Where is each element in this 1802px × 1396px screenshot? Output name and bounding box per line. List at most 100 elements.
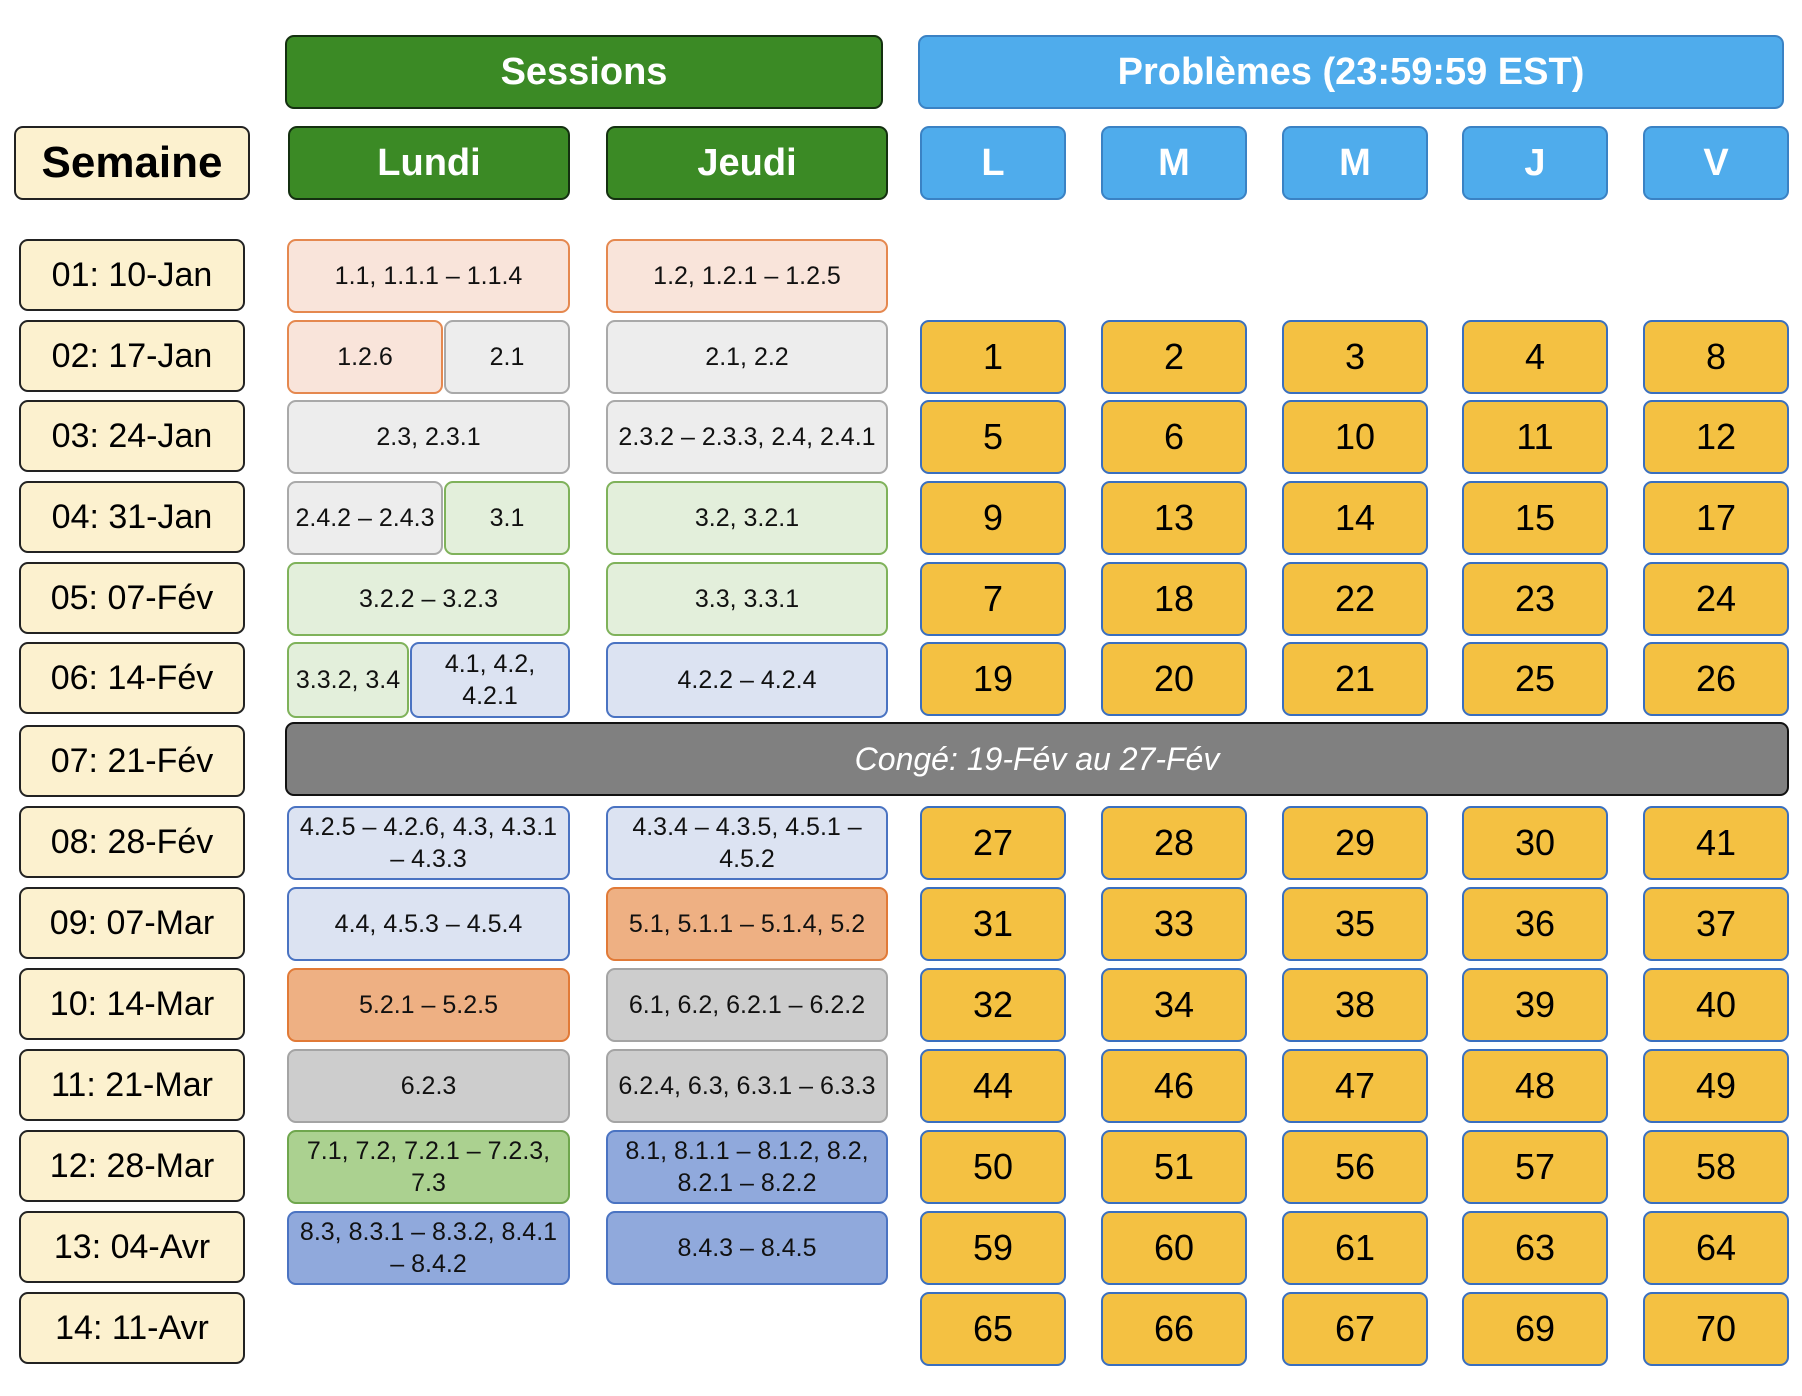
problem-cell: 26	[1643, 642, 1789, 716]
session-cell: 3.1	[444, 481, 570, 555]
problem-cell: 32	[920, 968, 1066, 1042]
week-label: 13: 04-Avr	[19, 1211, 245, 1283]
session-cell: 8.4.3 – 8.4.5	[606, 1211, 888, 1285]
problem-cell: 12	[1643, 400, 1789, 474]
week-label: 02: 17-Jan	[19, 320, 245, 392]
problem-cell: 69	[1462, 1292, 1608, 1366]
problem-cell: 48	[1462, 1049, 1608, 1123]
session-cell: 1.1, 1.1.1 – 1.1.4	[287, 239, 570, 313]
problem-cell: 14	[1282, 481, 1428, 555]
problem-cell: 11	[1462, 400, 1608, 474]
session-cell: 4.1, 4.2, 4.2.1	[410, 642, 570, 718]
problem-cell: 31	[920, 887, 1066, 961]
problem-cell: 58	[1643, 1130, 1789, 1204]
session-cell: 5.2.1 – 5.2.5	[287, 968, 570, 1042]
session-cell: 6.2.3	[287, 1049, 570, 1123]
problems-group-header: Problèmes (23:59:59 EST)	[918, 35, 1784, 109]
session-cell: 3.2, 3.2.1	[606, 481, 888, 555]
week-label: 12: 28-Mar	[19, 1130, 245, 1202]
problem-cell: 61	[1282, 1211, 1428, 1285]
week-label: 03: 24-Jan	[19, 400, 245, 472]
week-label: 09: 07-Mar	[19, 887, 245, 959]
problem-cell: 25	[1462, 642, 1608, 716]
session-cell: 2.4.2 – 2.4.3	[287, 481, 443, 555]
problem-cell: 33	[1101, 887, 1247, 961]
session-cell: 2.1	[444, 320, 570, 394]
problem-cell: 17	[1643, 481, 1789, 555]
problem-cell: 49	[1643, 1049, 1789, 1123]
problem-cell: 18	[1101, 562, 1247, 636]
problem-cell: 67	[1282, 1292, 1428, 1366]
week-label: 04: 31-Jan	[19, 481, 245, 553]
problem-cell: 50	[920, 1130, 1066, 1204]
problem-day-header-v: V	[1643, 126, 1789, 200]
session-cell: 8.3, 8.3.1 – 8.3.2, 8.4.1 – 8.4.2	[287, 1211, 570, 1285]
problem-cell: 60	[1101, 1211, 1247, 1285]
session-cell: 7.1, 7.2, 7.2.1 – 7.2.3, 7.3	[287, 1130, 570, 1204]
problem-cell: 21	[1282, 642, 1428, 716]
problem-cell: 9	[920, 481, 1066, 555]
session-cell: 3.3.2, 3.4	[287, 642, 409, 718]
session-cell: 5.1, 5.1.1 – 5.1.4, 5.2	[606, 887, 888, 961]
problem-cell: 22	[1282, 562, 1428, 636]
week-column-header: Semaine	[14, 126, 250, 200]
problem-cell: 38	[1282, 968, 1428, 1042]
problem-cell: 24	[1643, 562, 1789, 636]
problem-cell: 15	[1462, 481, 1608, 555]
problem-cell: 19	[920, 642, 1066, 716]
problem-cell: 63	[1462, 1211, 1608, 1285]
problem-day-header-j: J	[1462, 126, 1608, 200]
session-cell: 4.2.2 – 4.2.4	[606, 642, 888, 718]
problem-cell: 28	[1101, 806, 1247, 880]
problem-cell: 29	[1282, 806, 1428, 880]
session-cell: 6.2.4, 6.3, 6.3.1 – 6.3.3	[606, 1049, 888, 1123]
week-label: 07: 21-Fév	[19, 725, 245, 797]
problem-cell: 7	[920, 562, 1066, 636]
day-header-lundi: Lundi	[288, 126, 570, 200]
problem-cell: 6	[1101, 400, 1247, 474]
problem-cell: 4	[1462, 320, 1608, 394]
session-cell: 1.2, 1.2.1 – 1.2.5	[606, 239, 888, 313]
problem-cell: 8	[1643, 320, 1789, 394]
week-label: 05: 07-Fév	[19, 562, 245, 634]
session-cell: 4.2.5 – 4.2.6, 4.3, 4.3.1 – 4.3.3	[287, 806, 570, 880]
week-label: 06: 14-Fév	[19, 642, 245, 714]
sessions-group-header: Sessions	[285, 35, 883, 109]
session-cell: 3.3, 3.3.1	[606, 562, 888, 636]
problem-cell: 20	[1101, 642, 1247, 716]
problem-cell: 1	[920, 320, 1066, 394]
problem-cell: 64	[1643, 1211, 1789, 1285]
problem-cell: 5	[920, 400, 1066, 474]
problem-cell: 47	[1282, 1049, 1428, 1123]
session-cell: 2.3.2 – 2.3.3, 2.4, 2.4.1	[606, 400, 888, 474]
session-cell: 2.1, 2.2	[606, 320, 888, 394]
problem-cell: 65	[920, 1292, 1066, 1366]
problem-cell: 51	[1101, 1130, 1247, 1204]
problem-cell: 35	[1282, 887, 1428, 961]
week-label: 01: 10-Jan	[19, 239, 245, 311]
week-label: 10: 14-Mar	[19, 968, 245, 1040]
problem-cell: 13	[1101, 481, 1247, 555]
problem-cell: 46	[1101, 1049, 1247, 1123]
problem-cell: 41	[1643, 806, 1789, 880]
problem-cell: 40	[1643, 968, 1789, 1042]
day-header-jeudi: Jeudi	[606, 126, 888, 200]
problem-day-header-m1: M	[1101, 126, 1247, 200]
problem-cell: 10	[1282, 400, 1428, 474]
problem-cell: 59	[920, 1211, 1066, 1285]
week-label: 11: 21-Mar	[19, 1049, 245, 1121]
problem-cell: 56	[1282, 1130, 1428, 1204]
problem-day-header-m2: M	[1282, 126, 1428, 200]
problem-cell: 57	[1462, 1130, 1608, 1204]
week-label: 14: 11-Avr	[19, 1292, 245, 1364]
session-cell: 2.3, 2.3.1	[287, 400, 570, 474]
problem-cell: 37	[1643, 887, 1789, 961]
problem-cell: 23	[1462, 562, 1608, 636]
problem-cell: 36	[1462, 887, 1608, 961]
problem-cell: 30	[1462, 806, 1608, 880]
session-cell: 4.4, 4.5.3 – 4.5.4	[287, 887, 570, 961]
session-cell: 6.1, 6.2, 6.2.1 – 6.2.2	[606, 968, 888, 1042]
problem-cell: 3	[1282, 320, 1428, 394]
problem-day-header-l: L	[920, 126, 1066, 200]
session-cell: 1.2.6	[287, 320, 443, 394]
